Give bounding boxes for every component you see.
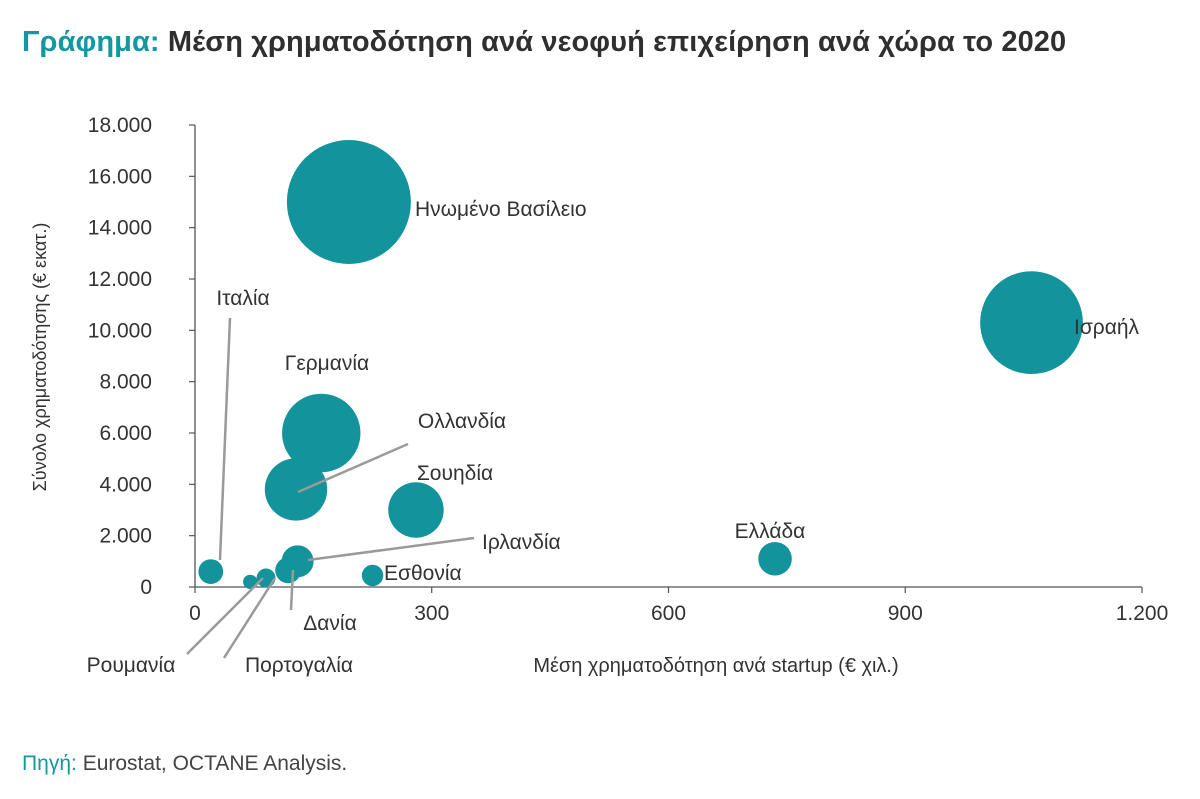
bubble-ολλανδια: [264, 458, 328, 521]
tick-labels: 0 2.000 4.000 6.000 8.000 10.000 12.000 14.000 1…: [88, 114, 1169, 625]
point-labels: Ηνωμένο Βασίλειο Ισραήλ Γερμανία Ολλανδία Σο…: [87, 198, 1140, 677]
point-label-ελλαδα: Ελλάδα: [735, 520, 806, 543]
x-tick-label: 1.200: [1116, 602, 1169, 625]
point-label-ιταλια: Ιταλία: [216, 287, 269, 310]
y-tick-label: 0: [140, 576, 152, 599]
point-label-ισραηλ: Ισραήλ: [1074, 316, 1140, 339]
y-tick-label: 6.000: [99, 422, 152, 445]
source-prefix: Πηγή:: [22, 752, 77, 775]
bubbles: [198, 140, 1083, 590]
leader-line-ρουμανια: [186, 577, 264, 655]
chart-title: Γράφημα: Μέση χρηματοδότηση ανά νεοφυή ε…: [22, 26, 1066, 59]
x-tick-label: 900: [888, 602, 923, 625]
y-tick-label: 12.000: [88, 268, 152, 291]
point-label-δανια: Δανία: [303, 612, 356, 635]
bubble-σουηδια: [388, 482, 444, 538]
point-label-σουηδια: Σουηδία: [417, 462, 493, 485]
title-prefix: Γράφημα:: [22, 26, 160, 58]
point-label-γερμανια: Γερμανία: [285, 352, 369, 375]
leader-line-ιρλανδια: [307, 536, 475, 562]
leader-lines: [186, 317, 475, 659]
x-tick-label: 0: [189, 602, 201, 625]
y-axis-label: Σύνολο χρηματοδότησης (€ εκατ.): [30, 223, 50, 492]
leader-line-δανια: [289, 569, 295, 611]
bubble-ηνωμενο-βασιλειο: [286, 140, 411, 264]
x-tick-label: 600: [651, 602, 686, 625]
bubble-εσθονια: [361, 564, 384, 587]
point-label-ολλανδια: Ολλανδία: [418, 410, 506, 433]
bubble-ελλαδα: [758, 541, 792, 576]
bubble-ιταλια: [198, 559, 224, 584]
bubble-πορτογαλια: [256, 568, 276, 588]
leader-line-ολλανδια: [297, 442, 409, 494]
bubble-γερμανια: [282, 393, 361, 473]
point-label-πορτογαλια: Πορτογαλία: [245, 654, 353, 677]
bubble-δανια: [275, 557, 302, 584]
y-tick-label: 8.000: [99, 371, 152, 394]
leader-line-πορτογαλια: [222, 577, 277, 659]
point-label-ηνωμενο-βασιλειο: Ηνωμένο Βασίλειο: [415, 198, 587, 221]
y-tick-label: 14.000: [88, 217, 152, 240]
source-text: Eurostat, OCTANE Analysis.: [82, 752, 348, 775]
y-tick-label: 18.000: [88, 114, 152, 137]
x-tick-label: 300: [414, 602, 449, 625]
point-label-εσθονια: Εσθονία: [384, 562, 462, 585]
bubble-ισραηλ: [980, 271, 1083, 375]
leader-line-ιταλια: [218, 317, 232, 561]
source-note: Πηγή: Eurostat, OCTANE Analysis.: [22, 752, 347, 776]
title-text: Μέση χρηματοδότηση ανά νεοφυή επιχείρηση…: [167, 26, 1067, 58]
point-label-ρουμανια: Ρουμανία: [87, 654, 176, 677]
x-axis-label: Μέση χρηματοδότηση ανά startup (€ χιλ.): [533, 655, 898, 677]
y-tick-label: 2.000: [99, 525, 152, 548]
point-label-ιρλανδια: Ιρλανδία: [482, 531, 561, 554]
y-tick-label: 4.000: [99, 473, 152, 496]
y-tick-label: 16.000: [88, 165, 152, 188]
y-tick-label: 10.000: [88, 319, 152, 342]
